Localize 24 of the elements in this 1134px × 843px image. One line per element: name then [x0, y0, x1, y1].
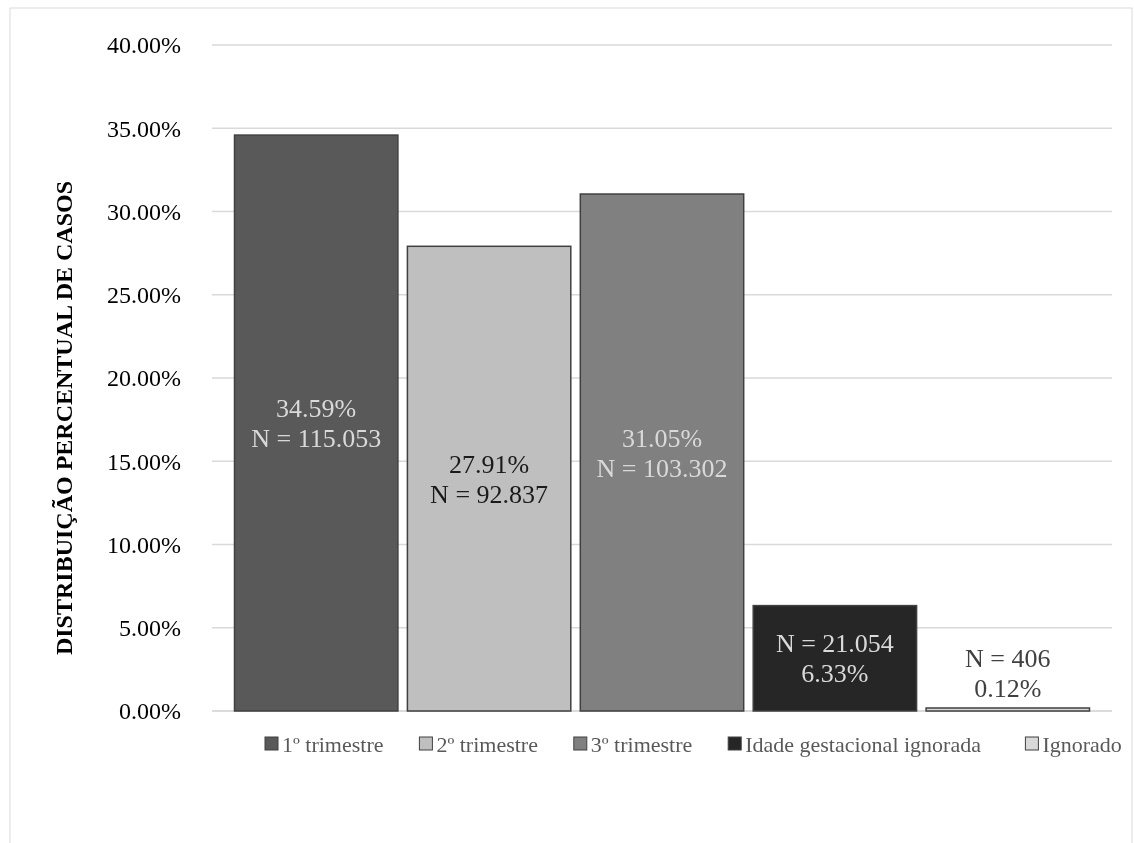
y-tick-label: 0.00%	[119, 698, 181, 725]
y-tick-label: 15.00%	[107, 448, 181, 475]
y-tick-label: 20.00%	[107, 365, 181, 392]
legend-label: 3º trimestre	[590, 731, 693, 757]
data-label: 31.05% N = 103.302	[596, 423, 728, 483]
legend-label: Idade gestacional ignorada	[745, 731, 982, 757]
bar	[752, 604, 918, 712]
bar	[406, 245, 572, 712]
legend-label: Ignorado	[1042, 731, 1122, 757]
y-tick-label: 5.00%	[119, 615, 181, 642]
y-tick-label: 35.00%	[107, 115, 181, 142]
y-axis-title: DISTRIBUIÇÃO PERCENTUAL DE CASOS	[51, 180, 77, 656]
y-tick-label: 25.00%	[107, 282, 181, 309]
legend-label: 1º trimestre	[282, 731, 384, 757]
y-tick-label: 30.00%	[107, 198, 181, 225]
y-tick-label: 40.00%	[107, 32, 181, 59]
bar	[233, 134, 399, 712]
data-label: 27.91% N = 92.837	[430, 449, 549, 509]
data-label: 34.59% N = 115.053	[251, 394, 382, 454]
bar	[579, 193, 745, 712]
y-tick-label: 10.00%	[107, 531, 181, 558]
data-label: N = 406 0.12%	[965, 644, 1051, 703]
legend-label: 2º trimestre	[436, 731, 538, 757]
data-label: N = 21.054 6.33%	[775, 629, 894, 689]
